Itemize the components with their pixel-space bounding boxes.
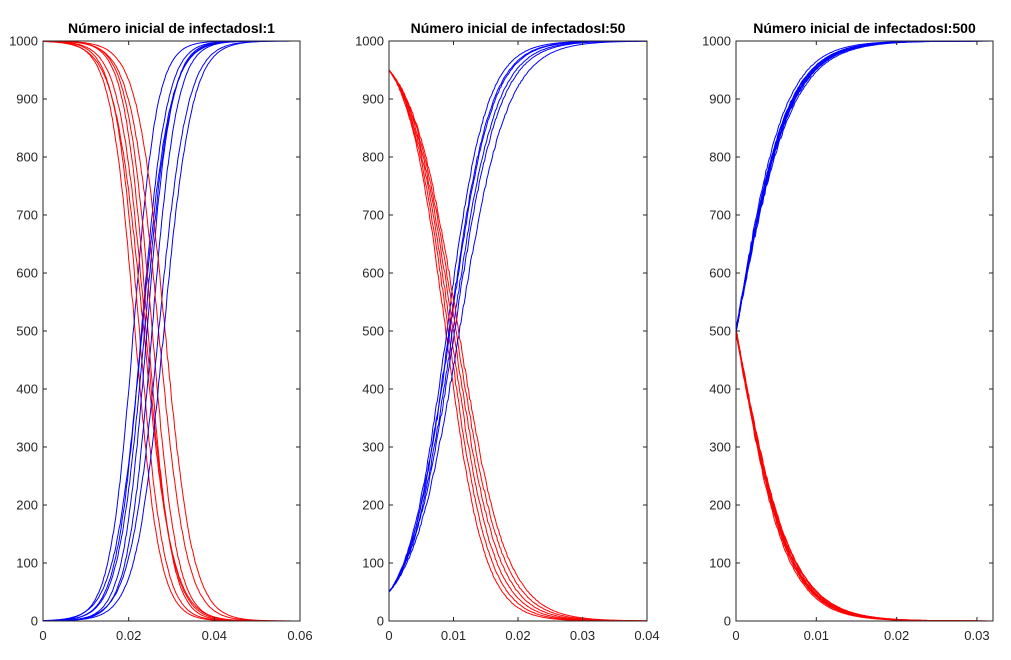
y-tick-label: 700: [362, 208, 384, 223]
subplot-title: Número inicial de infectadosI:1: [68, 20, 275, 36]
infected-line-run-5: [388, 40, 648, 593]
y-tick-label: 0: [31, 614, 38, 629]
y-tick-label: 700: [709, 208, 731, 223]
x-tick-label: 0.04: [202, 628, 227, 643]
x-tick-label: 0.03: [964, 628, 989, 643]
y-tick-label: 700: [16, 208, 38, 223]
y-tick-label: 100: [362, 556, 384, 571]
y-tick-label: 600: [709, 266, 731, 281]
y-tick-label: 400: [16, 382, 38, 397]
subplot-title: Número inicial de infectadosI:50: [411, 20, 626, 36]
x-tick-label: 0.03: [570, 628, 595, 643]
x-tick-label: 0.02: [505, 628, 530, 643]
subplot-2: 0 100 200 300 400 500 600 700 800 900 1000 0 0.01 0.0…: [355, 20, 660, 643]
subplot-title: Número inicial de infectadosI:500: [753, 20, 976, 36]
y-tick-label: 1000: [355, 34, 384, 49]
y-tick-label: 500: [709, 324, 731, 339]
y-tick-label: 500: [362, 324, 384, 339]
x-tick-label: 0.04: [634, 628, 659, 643]
y-tick-label: 1000: [702, 34, 731, 49]
y-tick-label: 800: [16, 150, 38, 165]
y-tick-label: 400: [709, 382, 731, 397]
y-tick-label: 400: [362, 382, 384, 397]
x-tick-label: 0.06: [287, 628, 312, 643]
y-tick-label: 300: [362, 440, 384, 455]
y-tick-label: 900: [709, 92, 731, 107]
plot-area: [736, 41, 993, 621]
susceptible-line-run-6: [388, 69, 648, 622]
y-tick-label: 1000: [9, 34, 38, 49]
y-tick-label: 0: [377, 614, 384, 629]
x-tick-label: 0.01: [441, 628, 466, 643]
subplot-3: 0 100 200 300 400 500 600 700 800 900 1000 0 0.01 0.0…: [702, 20, 994, 643]
plot-area: [389, 41, 647, 621]
y-tick-label: 600: [362, 266, 384, 281]
susceptible-line-run-8: [42, 40, 301, 622]
y-tick-label: 300: [16, 440, 38, 455]
y-tick-label: 100: [16, 556, 38, 571]
y-tick-label: 0: [724, 614, 731, 629]
y-tick-label: 800: [709, 150, 731, 165]
x-tick-label: 0.01: [804, 628, 829, 643]
y-tick-label: 300: [709, 440, 731, 455]
infected-line-run-8: [42, 40, 301, 622]
y-tick-label: 200: [16, 498, 38, 513]
y-tick-label: 600: [16, 266, 38, 281]
y-tick-label: 800: [362, 150, 384, 165]
y-tick-label: 900: [362, 92, 384, 107]
infected-line-run-6: [388, 40, 647, 593]
subplot-1: 0 100 200 300 400 500 600 700 800 900 1000 0 0.02 0.0…: [9, 20, 313, 643]
x-tick-label: 0.02: [884, 628, 909, 643]
y-tick-label: 500: [16, 324, 38, 339]
y-tick-label: 200: [362, 498, 384, 513]
x-tick-label: 0.02: [116, 628, 141, 643]
y-tick-label: 200: [709, 498, 731, 513]
x-tick-label: 0: [385, 628, 392, 643]
x-tick-label: 0: [732, 628, 739, 643]
plot-area: [43, 41, 300, 621]
x-tick-label: 0: [39, 628, 46, 643]
y-tick-label: 100: [709, 556, 731, 571]
y-tick-label: 900: [16, 92, 38, 107]
